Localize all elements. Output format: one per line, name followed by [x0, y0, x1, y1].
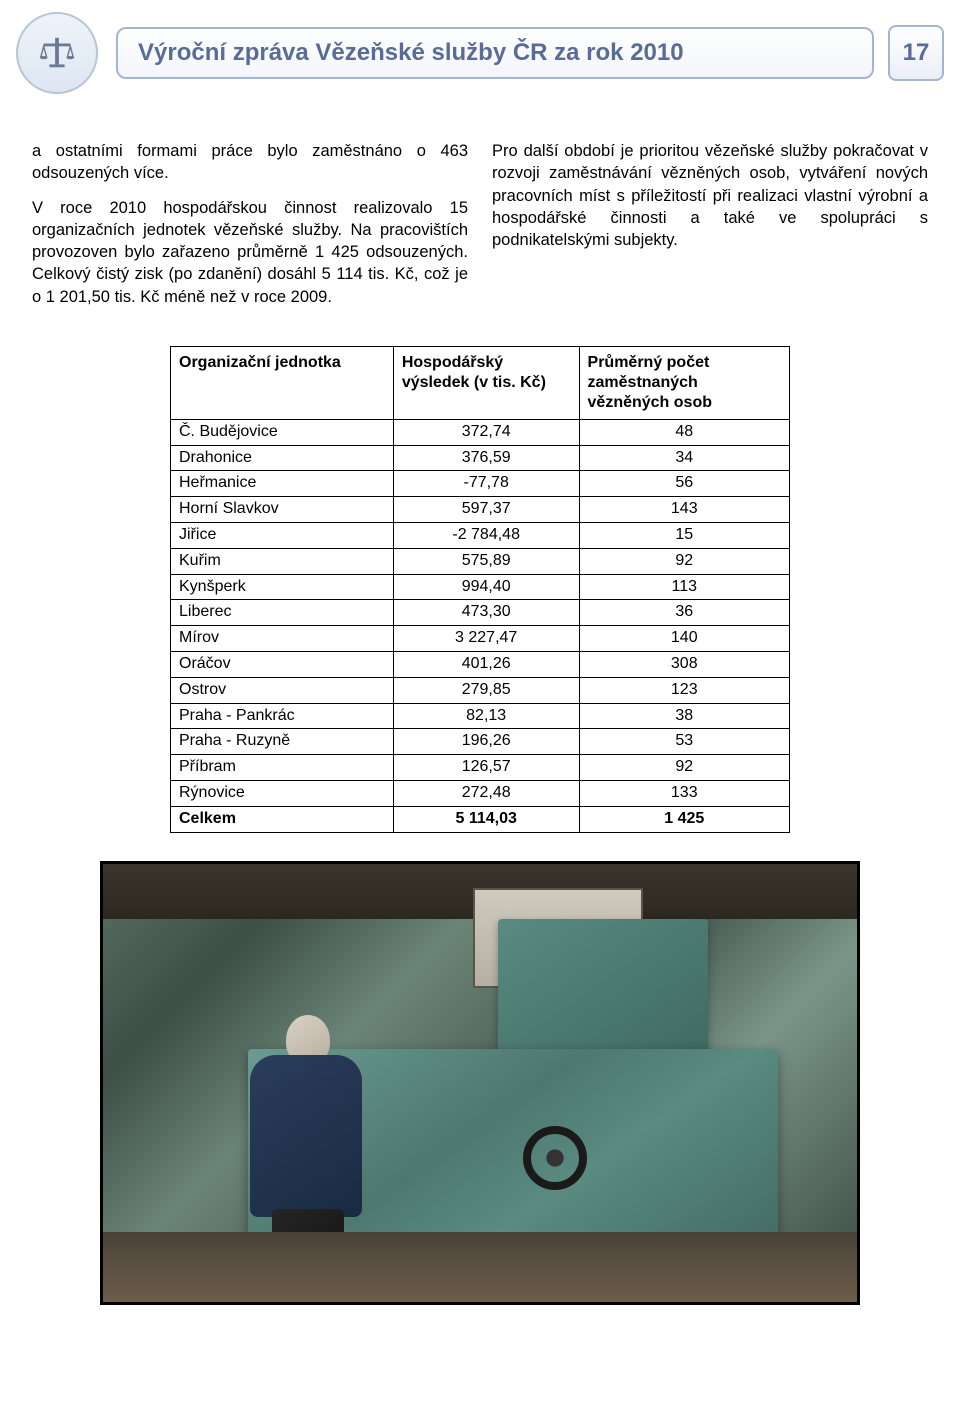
table-cell: Ostrov — [171, 677, 394, 703]
table-cell: 38 — [579, 703, 789, 729]
table-row: Rýnovice272,48133 — [171, 781, 790, 807]
table-cell: 126,57 — [393, 755, 579, 781]
photo-handwheel — [523, 1126, 587, 1190]
table-row: Kynšperk994,40113 — [171, 574, 790, 600]
table-cell: Č. Budějovice — [171, 419, 394, 445]
table-cell: 376,59 — [393, 445, 579, 471]
agency-logo — [16, 12, 98, 94]
table-cell: 272,48 — [393, 781, 579, 807]
table-cell: 308 — [579, 652, 789, 678]
table-cell: 34 — [579, 445, 789, 471]
paragraph-left-1: a ostatními formami práce bylo zaměstnán… — [32, 140, 468, 185]
table-cell: Rýnovice — [171, 781, 394, 807]
table-cell: Kuřim — [171, 548, 394, 574]
table-cell: Liberec — [171, 600, 394, 626]
table-cell: Drahonice — [171, 445, 394, 471]
right-column: Pro další období je prioritou vězeňské s… — [492, 140, 928, 320]
table-cell: 143 — [579, 497, 789, 523]
table-cell: Horní Slavkov — [171, 497, 394, 523]
table-row: Oráčov401,26308 — [171, 652, 790, 678]
text-columns: a ostatními formami práce bylo zaměstnán… — [32, 140, 928, 320]
table-row: Ostrov279,85123 — [171, 677, 790, 703]
table-row: Příbram126,5792 — [171, 755, 790, 781]
table-cell: Praha - Pankrác — [171, 703, 394, 729]
table-cell: 113 — [579, 574, 789, 600]
page-number: 17 — [888, 25, 944, 81]
table-cell: 92 — [579, 755, 789, 781]
table-cell: 133 — [579, 781, 789, 807]
report-title: Výroční zpráva Vězeňské služby ČR za rok… — [116, 27, 874, 79]
table-cell: -77,78 — [393, 471, 579, 497]
financial-table: Organizační jednotka Hospodářský výslede… — [170, 346, 790, 833]
photo-worker-body — [250, 1055, 362, 1217]
table-cell: 53 — [579, 729, 789, 755]
table-header-row: Organizační jednotka Hospodářský výslede… — [171, 346, 790, 419]
table-cell: 92 — [579, 548, 789, 574]
table-cell: Mírov — [171, 626, 394, 652]
table-cell: 279,85 — [393, 677, 579, 703]
table-row: Horní Slavkov597,37143 — [171, 497, 790, 523]
data-table-wrapper: Organizační jednotka Hospodářský výslede… — [170, 346, 790, 833]
table-cell: 597,37 — [393, 497, 579, 523]
table-row: Kuřim575,8992 — [171, 548, 790, 574]
table-cell: 372,74 — [393, 419, 579, 445]
table-row: Č. Budějovice372,7448 — [171, 419, 790, 445]
table-cell: Příbram — [171, 755, 394, 781]
page-content: a ostatními formami práce bylo zaměstnán… — [32, 140, 928, 1305]
col-header-unit: Organizační jednotka — [171, 346, 394, 419]
workshop-photo — [100, 861, 860, 1305]
table-cell: 82,13 — [393, 703, 579, 729]
table-cell: 994,40 — [393, 574, 579, 600]
col-header-count: Průměrný počet zaměstnaných vězněných os… — [579, 346, 789, 419]
table-row: Mírov3 227,47140 — [171, 626, 790, 652]
table-row: Praha - Pankrác82,1338 — [171, 703, 790, 729]
table-cell-total: 5 114,03 — [393, 806, 579, 832]
table-cell: -2 784,48 — [393, 523, 579, 549]
table-cell: Kynšperk — [171, 574, 394, 600]
table-cell: 196,26 — [393, 729, 579, 755]
table-cell: 401,26 — [393, 652, 579, 678]
table-row: Drahonice376,5934 — [171, 445, 790, 471]
table-total-row: Celkem5 114,031 425 — [171, 806, 790, 832]
table-cell: 56 — [579, 471, 789, 497]
table-cell: Oráčov — [171, 652, 394, 678]
table-cell: 575,89 — [393, 548, 579, 574]
page-header: Výroční zpráva Vězeňské služby ČR za rok… — [16, 12, 944, 94]
table-row: Jiřice-2 784,4815 — [171, 523, 790, 549]
table-cell: 36 — [579, 600, 789, 626]
table-cell: 123 — [579, 677, 789, 703]
table-cell: Jiřice — [171, 523, 394, 549]
col-header-result: Hospodářský výsledek (v tis. Kč) — [393, 346, 579, 419]
paragraph-left-2: V roce 2010 hospodářskou činnost realizo… — [32, 197, 468, 308]
photo-floor — [103, 1232, 857, 1302]
table-cell: 473,30 — [393, 600, 579, 626]
table-row: Heřmanice-77,7856 — [171, 471, 790, 497]
table-cell: 140 — [579, 626, 789, 652]
table-cell: 48 — [579, 419, 789, 445]
table-cell-total: Celkem — [171, 806, 394, 832]
table-cell: 3 227,47 — [393, 626, 579, 652]
photo-worker — [238, 999, 373, 1269]
table-row: Praha - Ruzyně196,2653 — [171, 729, 790, 755]
paragraph-right-1: Pro další období je prioritou vězeňské s… — [492, 140, 928, 251]
table-cell: Praha - Ruzyně — [171, 729, 394, 755]
left-column: a ostatními formami práce bylo zaměstnán… — [32, 140, 468, 320]
table-row: Liberec473,3036 — [171, 600, 790, 626]
table-cell-total: 1 425 — [579, 806, 789, 832]
table-cell: 15 — [579, 523, 789, 549]
table-cell: Heřmanice — [171, 471, 394, 497]
